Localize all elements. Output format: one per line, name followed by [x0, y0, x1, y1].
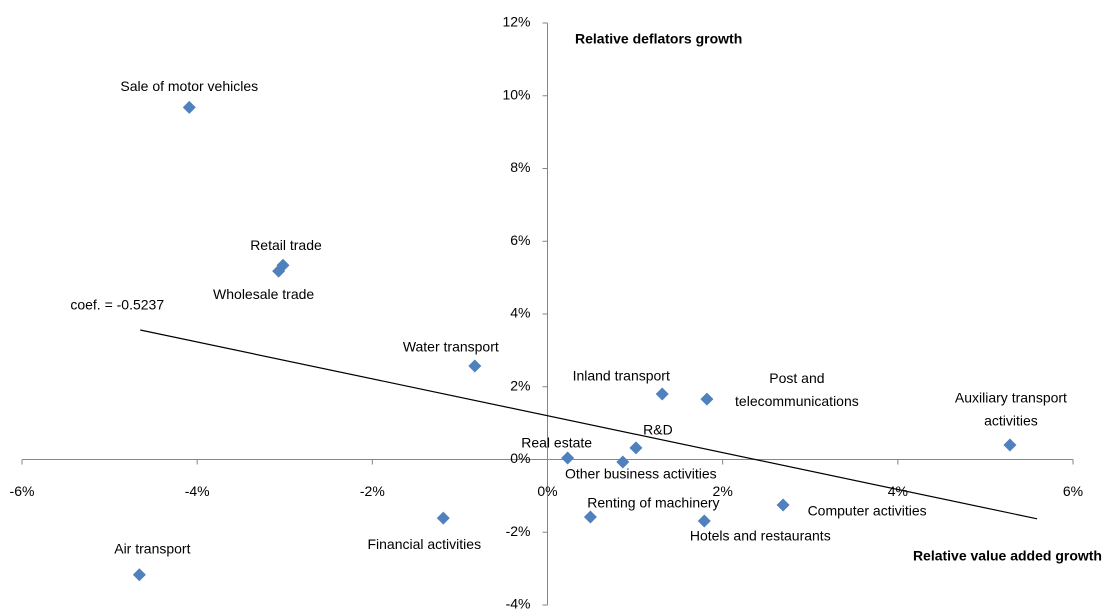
point-label: Sale of motor vehicles [120, 78, 258, 94]
point-label: Renting of machinery [587, 495, 719, 511]
y-tick-label: -4% [506, 596, 531, 612]
point-label: telecommunications [735, 393, 859, 409]
y-tick-label: -2% [506, 523, 531, 539]
point-label: Hotels and restaurants [690, 528, 831, 544]
x-tick-label: -2% [360, 483, 385, 499]
y-tick-label: 4% [510, 305, 530, 321]
trendline [140, 329, 1038, 520]
x-tick-label: -6% [10, 483, 35, 499]
y-tick-label: 12% [502, 14, 530, 30]
trendline-label: coef. = -0.5237 [70, 297, 164, 313]
x-tick-label: 0% [537, 483, 557, 499]
point-label: Computer activities [808, 503, 927, 519]
x-tick-label: 4% [888, 483, 908, 499]
point [561, 451, 575, 465]
x-axis-title: Relative value added growth [913, 548, 1102, 564]
y-tick-label: 0% [510, 450, 530, 466]
y-tick-label: 2% [510, 377, 530, 393]
point-label: Inland transport [573, 368, 670, 384]
y-tick-label: 8% [510, 159, 530, 175]
point-label: Air transport [114, 541, 190, 557]
y-tick-label: 10% [502, 86, 530, 102]
point-label: Financial activities [367, 536, 481, 552]
point-label: Post and [769, 370, 824, 386]
point [436, 511, 450, 525]
point [697, 514, 711, 528]
x-tick-label: -4% [185, 483, 210, 499]
x-tick-label: 6% [1063, 483, 1083, 499]
point-label: Real estate [521, 435, 592, 451]
point-label: Auxiliary transport [955, 390, 1067, 406]
point [583, 510, 597, 524]
point [132, 568, 146, 582]
point-label: R&D [643, 422, 673, 438]
x-tick-label: 2% [713, 483, 733, 499]
point-label: Wholesale trade [213, 286, 314, 302]
point [616, 455, 630, 469]
y-tick-label: 6% [510, 232, 530, 248]
point [700, 392, 714, 406]
point [272, 264, 286, 278]
point [776, 498, 790, 512]
point-label: Retail trade [250, 237, 322, 253]
point [182, 100, 196, 114]
point [468, 359, 482, 373]
point [655, 387, 669, 401]
point-label: activities [984, 413, 1038, 429]
point-label: Water transport [403, 339, 499, 355]
point [1003, 438, 1017, 452]
y-axis-title: Relative deflators growth [575, 31, 742, 47]
point-label: Other business activities [565, 466, 717, 482]
point [629, 441, 643, 455]
